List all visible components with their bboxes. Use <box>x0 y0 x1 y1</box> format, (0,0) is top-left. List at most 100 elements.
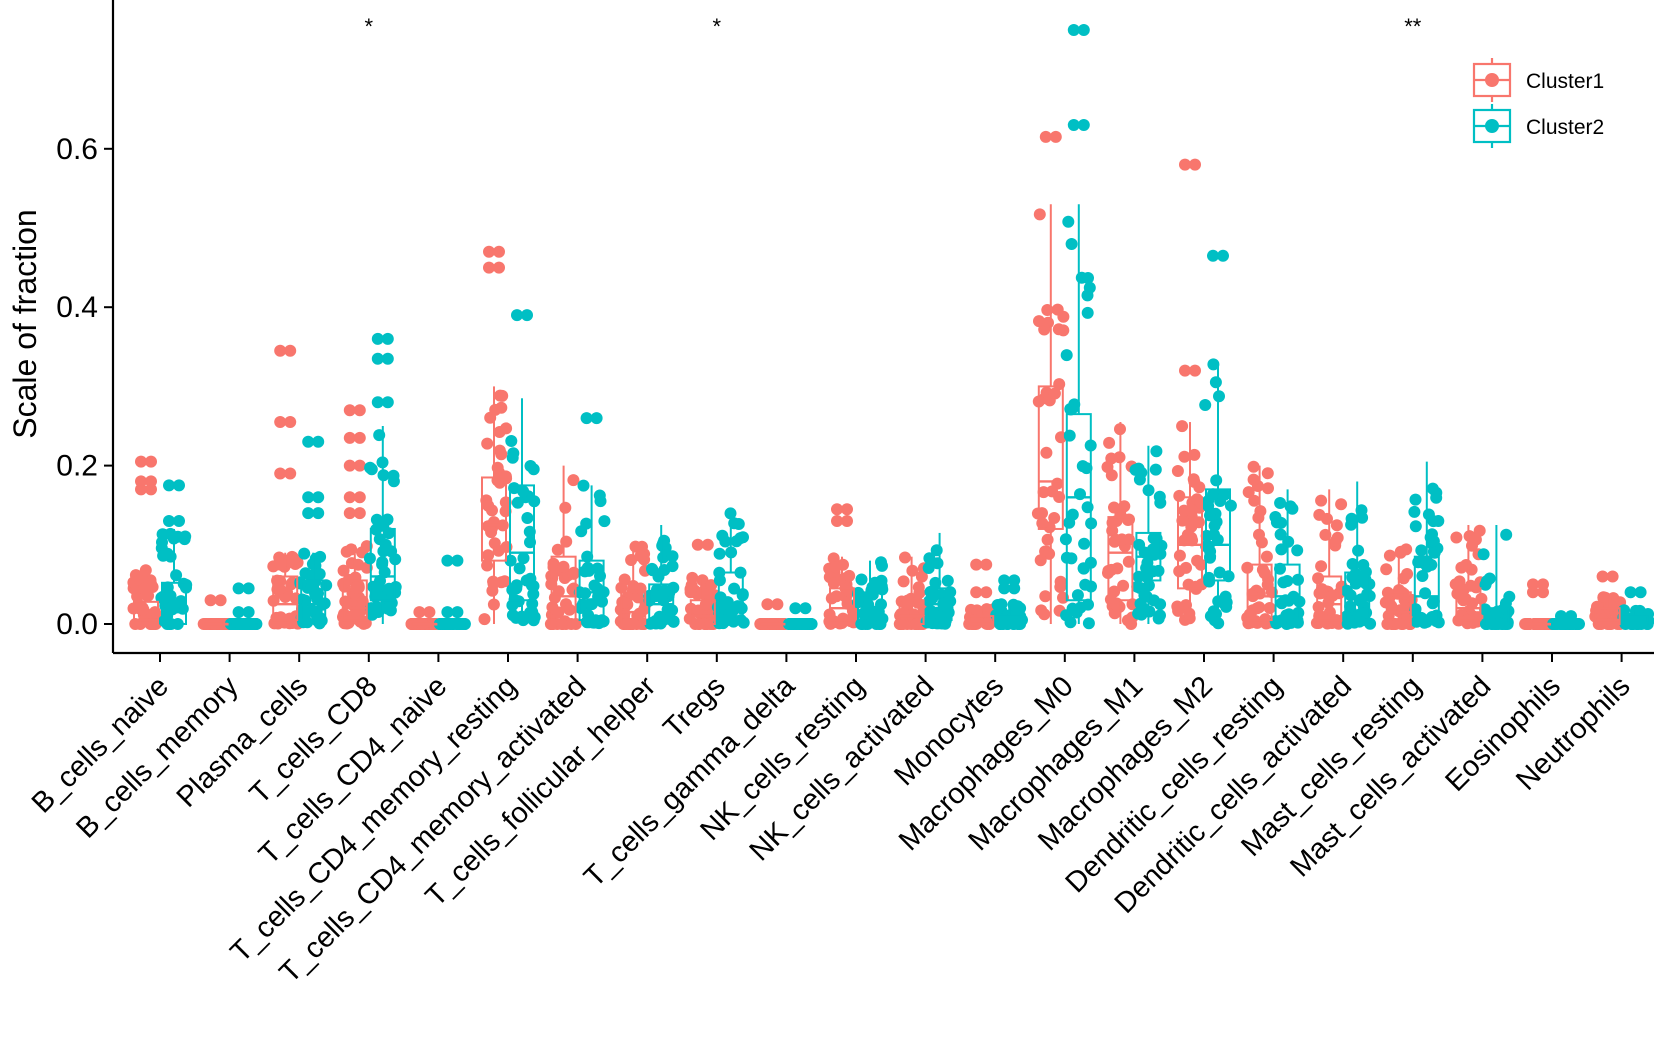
data-point <box>517 552 530 565</box>
data-point <box>1258 567 1271 580</box>
data-point <box>1068 398 1081 411</box>
data-point <box>1033 315 1045 328</box>
outlier-point <box>381 352 394 365</box>
data-point <box>309 552 322 565</box>
data-point <box>523 525 536 538</box>
data-point <box>168 599 181 612</box>
outlier-point <box>1049 130 1062 143</box>
legend-point-cluster2 <box>1485 119 1499 133</box>
data-point <box>1081 306 1094 319</box>
outlier-point <box>483 261 495 274</box>
data-point <box>1262 482 1274 495</box>
data-point <box>658 564 671 576</box>
data-point <box>1211 533 1224 546</box>
data-point <box>1427 595 1440 608</box>
data-point <box>1176 420 1189 433</box>
data-point <box>1129 463 1142 476</box>
outlier-point <box>691 538 704 551</box>
outlier-point <box>441 606 454 619</box>
outlier-point <box>1077 119 1090 131</box>
box-cluster1 <box>133 600 159 625</box>
data-point <box>1209 376 1222 389</box>
outlier-point <box>970 558 983 571</box>
y-tick-label: 0.0 <box>56 608 98 641</box>
data-point <box>354 615 367 628</box>
data-point <box>1346 572 1359 584</box>
data-point <box>557 560 570 573</box>
data-point <box>1051 303 1064 316</box>
data-point <box>1275 543 1288 556</box>
box-cluster2 <box>1274 563 1301 622</box>
data-point <box>283 555 296 568</box>
outlier-point <box>371 396 384 409</box>
outlier-point <box>451 606 464 619</box>
box-cluster2 <box>717 571 744 622</box>
significance-mark: ** <box>1404 14 1422 39</box>
data-point <box>505 435 518 447</box>
data-point <box>1207 358 1220 371</box>
outlier-point <box>353 507 366 520</box>
data-point <box>387 469 400 482</box>
outlier-point <box>312 507 325 520</box>
data-point <box>590 615 603 628</box>
outlier-point <box>214 594 227 607</box>
data-point <box>1192 516 1205 529</box>
data-point <box>1014 602 1027 615</box>
data-point <box>1106 516 1119 529</box>
data-point <box>1048 387 1061 400</box>
data-point <box>1141 556 1154 569</box>
data-point <box>857 607 870 620</box>
significance-marks: * * ** <box>365 14 1422 39</box>
outlier-point <box>841 503 853 516</box>
box-cluster1 <box>829 587 855 622</box>
outlier-point <box>771 598 784 611</box>
data-point <box>825 592 838 605</box>
data-point <box>1391 587 1404 600</box>
outlier-point <box>274 467 287 480</box>
outlier-point <box>343 431 356 444</box>
box-cluster2 <box>1344 571 1371 622</box>
data-point <box>500 422 513 435</box>
data-point <box>364 461 377 474</box>
outlier-point <box>1555 610 1567 623</box>
data-point <box>1419 587 1432 600</box>
data-point <box>1199 399 1212 411</box>
data-point <box>1046 485 1059 498</box>
data-point <box>1117 579 1130 592</box>
data-point <box>1136 601 1149 614</box>
significance-mark: * <box>365 14 374 39</box>
data-point <box>337 564 350 577</box>
data-point <box>1040 446 1053 459</box>
data-point <box>1409 493 1422 506</box>
data-point <box>1133 473 1146 486</box>
outlier-point <box>1189 158 1201 171</box>
data-point <box>1188 475 1201 488</box>
outlier-point <box>511 309 523 322</box>
outlier-point <box>1537 578 1549 591</box>
outlier-point <box>284 467 297 480</box>
data-point <box>1477 548 1490 561</box>
data-point <box>1103 436 1116 449</box>
data-point <box>1331 531 1344 544</box>
data-point <box>1043 547 1056 560</box>
data-point <box>1218 488 1231 501</box>
data-point <box>521 512 534 524</box>
data-point <box>478 613 491 626</box>
box-cluster2 <box>509 484 535 602</box>
data-point <box>1154 598 1167 611</box>
data-point <box>1078 537 1091 550</box>
box-cluster2 <box>161 581 187 625</box>
data-point <box>170 569 183 582</box>
outlier-point <box>1624 586 1637 599</box>
data-point <box>1034 554 1047 567</box>
jitter-points-layer <box>127 24 1654 630</box>
data-point <box>971 604 983 617</box>
data-point <box>1149 463 1162 476</box>
data-point <box>686 571 699 584</box>
data-point <box>1054 575 1067 588</box>
data-point <box>1263 602 1276 614</box>
data-point <box>339 595 352 608</box>
box-cluster1 <box>1316 575 1343 622</box>
data-point <box>1415 544 1428 557</box>
